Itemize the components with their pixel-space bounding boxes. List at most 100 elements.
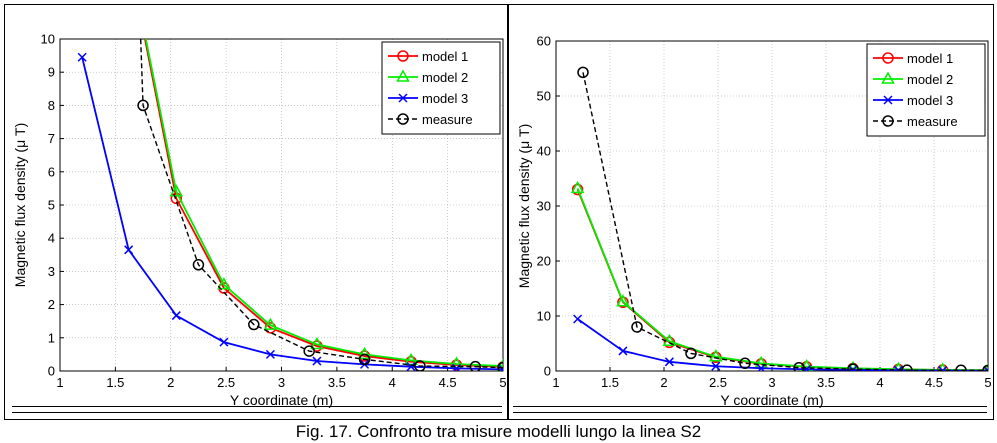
data-point xyxy=(573,314,583,324)
x-tick-label: 3.5 xyxy=(328,375,346,390)
separator-line xyxy=(12,406,502,407)
data-point xyxy=(496,358,503,371)
data-point xyxy=(137,99,149,112)
data-point xyxy=(937,362,948,371)
data-point xyxy=(219,337,229,347)
x-tick-label: 1.5 xyxy=(106,375,124,390)
y-tick-label: 9 xyxy=(48,65,55,80)
x-tick-label: 2.5 xyxy=(709,375,727,390)
x-tick-label: 3 xyxy=(278,375,285,390)
figure-caption: Fig. 17. Confronto tra misure modelli lu… xyxy=(295,422,702,441)
y-tick-label: 0 xyxy=(48,364,55,379)
legend-label: model 2 xyxy=(422,70,468,85)
right-panel: 1 1.5 2 2.5 3 3.5 4 4.5 5 0 10 20 30 40 50 60 Y coordina… xyxy=(508,4,994,420)
legend-label: measure xyxy=(907,114,958,129)
data-point xyxy=(171,311,181,321)
x-tick-label: 2 xyxy=(167,375,174,390)
series-line xyxy=(144,39,503,368)
series-line xyxy=(582,72,988,371)
legend-marker xyxy=(882,52,894,64)
data-point xyxy=(616,294,630,307)
data-point xyxy=(711,361,721,371)
data-point xyxy=(248,318,260,331)
x-tick-label: 1.5 xyxy=(601,375,619,390)
data-point xyxy=(848,365,858,371)
data-point xyxy=(414,360,426,371)
data-point xyxy=(192,259,205,271)
data-point xyxy=(358,353,371,366)
legend-label: model 1 xyxy=(422,49,468,64)
x-axis-label: Y coordinate (m) xyxy=(720,392,823,408)
data-point xyxy=(756,363,766,371)
y-tick-label: 7 xyxy=(48,131,55,146)
x-tick-label: 3 xyxy=(768,375,775,390)
data-point xyxy=(570,180,585,194)
y-tick-label: 50 xyxy=(537,89,551,104)
x-tick-label: 4.5 xyxy=(439,375,457,390)
left-panel: 1 1.5 2 2.5 3 3.5 4 4.5 5 0 1 2 3 4 5 6 7 8 9 10 Y coordinat… xyxy=(4,4,508,420)
y-tick-label: 4 xyxy=(48,231,55,246)
legend-box xyxy=(381,41,501,135)
legend-marker xyxy=(883,95,893,105)
series-line xyxy=(144,39,503,367)
series-line xyxy=(576,189,988,371)
legend-marker xyxy=(397,113,409,125)
series-line xyxy=(576,188,988,371)
legend-label: model 2 xyxy=(907,72,953,87)
data-point xyxy=(265,349,275,359)
series-line xyxy=(577,318,988,371)
legend: model 1 model 2 model 3 measure xyxy=(381,41,501,135)
legend-label: measure xyxy=(422,112,473,127)
data-point xyxy=(793,361,805,371)
data-point xyxy=(847,363,859,371)
y-tick-label: 60 xyxy=(537,34,551,49)
y-tick-label: 0 xyxy=(544,364,551,379)
data-point xyxy=(662,333,677,347)
x-tick-label: 2 xyxy=(660,375,667,390)
legend: model 1 model 2 model 3 measure xyxy=(866,43,986,137)
y-axis-label: Magnetic flux density (μ T) xyxy=(12,123,28,287)
data-point xyxy=(303,345,315,357)
data-point xyxy=(169,184,184,197)
y-tick-label: 3 xyxy=(48,264,55,279)
legend-marker xyxy=(398,93,408,103)
series-line xyxy=(81,57,503,371)
data-point xyxy=(983,366,988,371)
data-point xyxy=(498,364,503,371)
data-point xyxy=(451,363,462,371)
y-tick-label: 6 xyxy=(48,164,55,179)
x-tick-label: 4.5 xyxy=(925,375,943,390)
legend-marker xyxy=(881,71,895,84)
data-point xyxy=(497,361,503,371)
y-tick-label: 30 xyxy=(537,199,551,214)
data-point xyxy=(77,52,87,62)
legend-label: model 3 xyxy=(907,93,953,108)
x-tick-label: 1 xyxy=(56,375,63,390)
data-point xyxy=(357,346,372,360)
legend-marker xyxy=(396,69,410,82)
data-point xyxy=(124,245,134,255)
y-tick-label: 2 xyxy=(48,297,55,312)
x-tick-label: 3.5 xyxy=(817,375,835,390)
y-tick-label: 8 xyxy=(48,98,55,113)
legend-marker xyxy=(397,50,409,62)
x-tick-label: 2.5 xyxy=(217,375,235,390)
data-point xyxy=(577,66,589,79)
legend-box xyxy=(866,43,986,137)
data-point xyxy=(217,277,231,290)
data-point xyxy=(263,317,278,330)
data-point xyxy=(955,364,967,371)
series-group xyxy=(570,66,988,371)
data-point xyxy=(571,183,584,196)
separator-line xyxy=(513,406,987,407)
data-point xyxy=(901,364,913,371)
y-tick-label: 1 xyxy=(48,330,55,345)
x-tick-label: 1 xyxy=(552,375,559,390)
y-tick-label: 20 xyxy=(537,254,551,269)
data-point xyxy=(406,362,416,371)
data-point xyxy=(739,357,751,370)
data-point xyxy=(631,321,643,333)
series-group xyxy=(77,39,503,371)
